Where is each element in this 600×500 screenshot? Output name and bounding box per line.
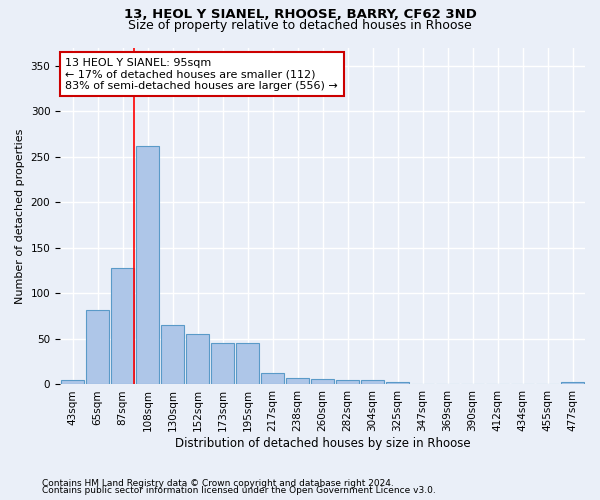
Bar (136, 146, 160, 384)
Text: 13, HEOL Y SIANEL, RHOOSE, BARRY, CF62 3ND: 13, HEOL Y SIANEL, RHOOSE, BARRY, CF62 3… (124, 8, 476, 20)
Bar (211, 344, 235, 384)
Bar (61, 380, 85, 384)
Y-axis label: Number of detached properties: Number of detached properties (15, 128, 25, 304)
Bar (185, 334, 209, 384)
Bar (311, 379, 334, 384)
Bar (286, 378, 310, 384)
Bar (260, 372, 284, 384)
Bar (86, 310, 109, 384)
Text: 13 HEOL Y SIANEL: 95sqm
← 17% of detached houses are smaller (112)
83% of semi-d: 13 HEOL Y SIANEL: 95sqm ← 17% of detache… (65, 58, 338, 91)
Bar (110, 268, 134, 384)
Bar (161, 326, 184, 384)
Bar (335, 380, 359, 384)
X-axis label: Distribution of detached houses by size in Rhoose: Distribution of detached houses by size … (175, 437, 470, 450)
Text: Contains HM Land Registry data © Crown copyright and database right 2024.: Contains HM Land Registry data © Crown c… (42, 478, 394, 488)
Bar (560, 382, 584, 384)
Text: Contains public sector information licensed under the Open Government Licence v3: Contains public sector information licen… (42, 486, 436, 495)
Bar (386, 382, 409, 384)
Bar (361, 380, 385, 384)
Text: Size of property relative to detached houses in Rhoose: Size of property relative to detached ho… (128, 19, 472, 32)
Bar (236, 344, 259, 384)
